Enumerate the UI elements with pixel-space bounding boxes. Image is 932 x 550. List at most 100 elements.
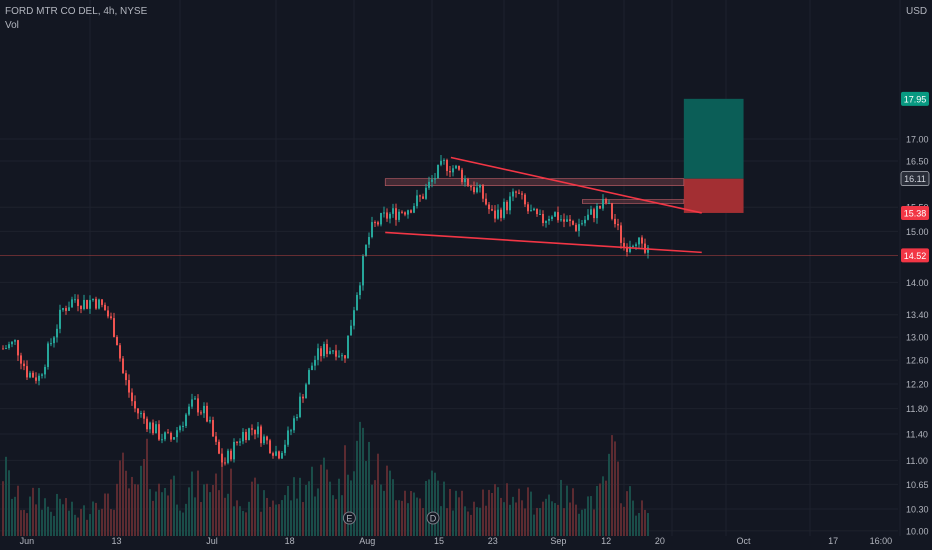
symbol-header[interactable]: FORD MTR CO DEL, 4h, NYSE [5,6,148,17]
volume-bar [158,483,160,536]
trendlines[interactable] [0,156,898,256]
resistance-zone[interactable] [582,199,685,204]
price-tick-label: 11.40 [906,430,928,440]
volume-bar [479,507,481,536]
volume-bar [122,452,124,536]
trendline[interactable] [450,156,702,214]
volume-bar [14,496,16,536]
target-price-badge[interactable] [901,91,929,106]
volume-bar [524,508,526,536]
candle-body [608,202,610,204]
candle-body [533,208,535,211]
volume-bar [494,484,496,536]
volume-bar [377,453,379,536]
volume-label[interactable]: Vol [5,20,19,31]
volume-bar [233,506,235,536]
volume-bar [602,476,604,536]
candle-body [32,372,34,378]
stop-price-badge[interactable] [901,205,929,220]
volume-bar [182,512,184,536]
price-tick-label: 14.00 [906,278,929,288]
candle-body [407,210,409,215]
volume-bar [566,485,568,536]
candle-body [224,462,226,464]
candle-body [635,244,637,246]
candle-body [470,186,472,188]
candle-body [122,358,124,374]
candle-body [173,437,175,440]
candle-body [329,351,331,354]
volume-bar [593,509,595,536]
candle-body [323,344,325,357]
price-axis[interactable]: 17.0016.5015.5015.0014.0013.4013.0012.60… [900,91,930,536]
candle-body [530,210,532,212]
candle-body [440,160,442,165]
volume-bar [428,479,430,536]
resistance-zone[interactable] [384,178,685,186]
volume-bar [284,495,286,536]
volume-bar [311,466,313,536]
candle-body [104,304,106,311]
trade-zones[interactable] [384,98,744,213]
candle-body [35,377,37,381]
volume-bar [191,471,193,536]
event-marker-d[interactable] [426,511,440,525]
candle-body [602,198,604,209]
entry-price-badge[interactable] [900,171,930,187]
trendline[interactable] [385,231,702,254]
candle-body [38,375,40,381]
candle-body [605,198,607,204]
volume-bar [635,515,637,536]
target-zone[interactable] [683,98,744,179]
time-tick-label: 15 [434,536,444,546]
candle-body [449,171,451,173]
volume-bar [290,500,292,536]
candle-body [515,191,517,193]
volume-bar [572,488,574,536]
volume-bar [413,492,415,536]
volume-bar [488,489,490,536]
candle-body [335,350,337,357]
candle-body [539,213,541,215]
volume-bar [53,515,55,536]
candle-body [431,179,433,182]
candle-body [284,444,286,453]
volume-bar [404,490,406,536]
candle-body [14,340,16,342]
volume-bar [29,496,31,536]
volume-bar [416,497,418,536]
candle-body [155,424,157,434]
candle-body [506,201,508,211]
candle-body [347,335,349,359]
candle-body [443,159,445,161]
volume-bar [554,503,556,536]
volume-bar [482,489,484,536]
candle-body [632,245,634,247]
volume-bar [95,502,97,536]
candle-body [215,436,217,442]
volume-bar [563,508,565,536]
volume-bar [101,508,103,536]
volume-bar [44,498,46,536]
event-marker-e[interactable] [342,511,356,525]
candle-body [314,359,316,366]
candle-body [146,418,148,430]
stop-zone[interactable] [683,178,744,213]
volume-bar [590,496,592,536]
time-tick-label: Jul [206,536,218,546]
last-price-badge[interactable] [901,248,929,263]
volume-bar [125,470,127,536]
candle-body [128,380,130,393]
volume-bar [239,506,241,536]
candle-body [26,366,28,378]
candle-body [92,298,94,301]
candle-body [200,412,202,414]
candle-body [398,211,400,220]
candle-body [428,181,430,188]
volume-bar [32,487,34,536]
candle-body [338,355,340,357]
candle-body [641,237,643,244]
time-axis[interactable]: Jun 13 Jul 18 Aug 15 23 Sep 12 20 Oct 17 16:00 [20,536,893,546]
